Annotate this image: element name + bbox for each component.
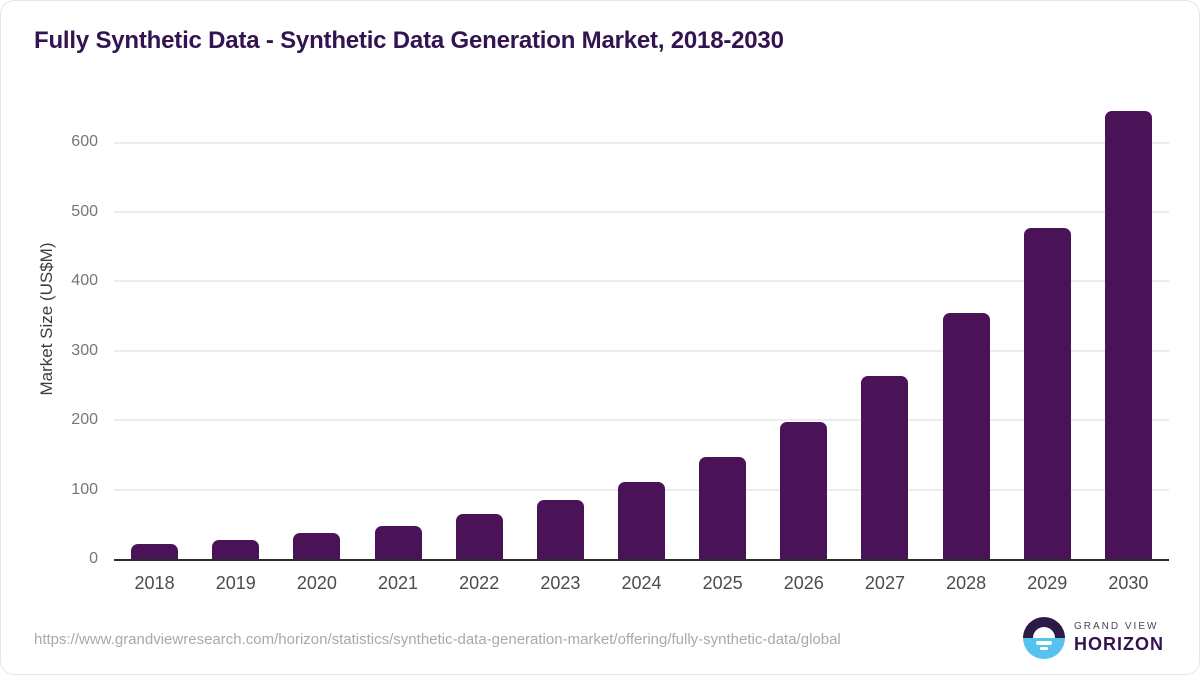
bar-2024 (618, 481, 665, 559)
y-tick-label-500: 500 (71, 202, 98, 220)
bar-2021 (374, 525, 422, 559)
gridline-200 (114, 419, 1169, 422)
x-tick-label-2022: 2022 (459, 573, 500, 593)
bar-2026 (780, 422, 828, 559)
logo-grand-view-label: GRAND VIEW (1074, 621, 1159, 632)
x-tick-label-2024: 2024 (621, 573, 662, 593)
x-tick-label-2023: 2023 (540, 573, 581, 593)
bar-2019 (212, 540, 260, 559)
bar-2030 (1104, 111, 1152, 559)
x-tick-label-2019: 2019 (215, 573, 256, 593)
plot-area (114, 105, 1169, 561)
y-tick-label-200: 200 (71, 411, 98, 429)
bar-2018 (131, 544, 179, 559)
x-tick-label-2028: 2028 (946, 573, 987, 593)
horizon-sun-icon (1023, 617, 1065, 659)
sun-reflection-stripe (1040, 647, 1048, 650)
y-tick-label-0: 0 (89, 550, 98, 567)
bar-2022 (455, 513, 503, 559)
x-tick-label-2025: 2025 (702, 573, 743, 593)
grand-view-horizon-logo: GRAND VIEW HORIZON (1023, 617, 1164, 659)
chart-title: Fully Synthetic Data - Synthetic Data Ge… (34, 27, 784, 54)
bar-2025 (699, 456, 747, 559)
source-url: https://www.grandviewresearch.com/horizo… (34, 631, 841, 648)
gridline-400 (114, 280, 1169, 283)
x-tick-label-2020: 2020 (296, 573, 337, 593)
bar-2027 (861, 376, 909, 559)
gridline-300 (114, 349, 1169, 352)
gridline-500 (114, 210, 1169, 213)
x-tick-label-2027: 2027 (864, 573, 905, 593)
x-tick-label-2026: 2026 (783, 573, 824, 593)
x-tick-label-2021: 2021 (378, 573, 419, 593)
y-axis-title: Market Size (US$M) (37, 242, 56, 396)
y-tick-label-300: 300 (71, 341, 98, 359)
logo-text: GRAND VIEW HORIZON (1074, 621, 1164, 655)
x-tick-label-2030: 2030 (1108, 573, 1149, 593)
logo-horizon-label: HORIZON (1074, 634, 1164, 654)
sun-reflection-stripe (1036, 641, 1052, 645)
y-tick-label-100: 100 (71, 480, 98, 498)
x-tick-label-2018: 2018 (134, 573, 175, 593)
y-tick-label-600: 600 (71, 133, 98, 151)
bar-2023 (536, 500, 584, 559)
x-tick-label-2029: 2029 (1027, 573, 1068, 593)
bar-2029 (1023, 227, 1071, 559)
bar-2020 (293, 533, 341, 559)
gridline-600 (114, 141, 1169, 144)
bar-2028 (942, 313, 990, 559)
sun-dome-shape (1033, 627, 1055, 638)
y-tick-label-400: 400 (71, 272, 98, 290)
